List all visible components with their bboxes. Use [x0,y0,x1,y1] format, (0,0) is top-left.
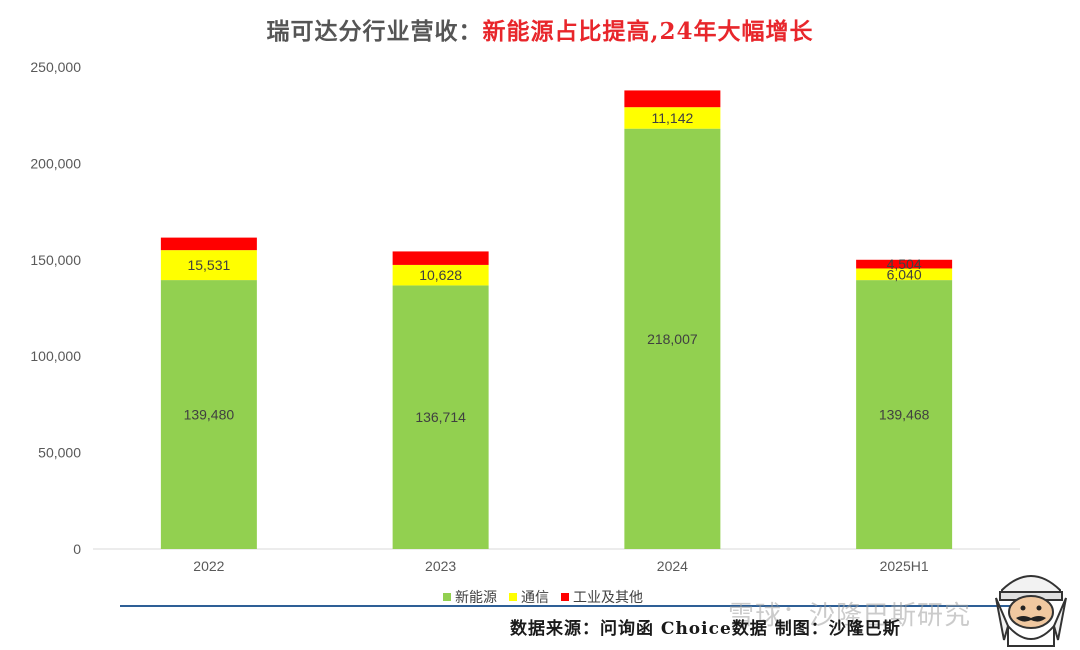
y-tick-label: 50,000 [38,445,81,461]
chart-title-highlight: 新能源占比提高,24年大幅增长 [482,18,814,45]
x-tick-label: 2025H1 [880,558,929,574]
x-tick-label: 2022 [193,558,224,574]
data-label: 10,628 [419,267,462,283]
data-label: 139,480 [184,407,235,423]
bar-segment-industrial [856,259,953,269]
legend-label-industrial: 工业及其他 [573,590,643,606]
bar-segment-telecom [624,107,721,129]
legend-item-industrial: 工业及其他 [561,587,643,607]
legend-item-telecom: 通信 [509,587,549,607]
x-tick-label: 2024 [657,558,688,574]
bar-segment-telecom [160,250,257,281]
data-label: 4,504 [887,256,922,272]
data-label: 139,468 [879,407,930,423]
legend-label-telecom: 通信 [521,590,549,606]
bar-segment-telecom [856,268,953,281]
bar-segment-new-energy [160,280,257,549]
cartoon-man-avatar-icon [995,575,1067,647]
y-tick-label: 250,000 [30,59,81,75]
watermark: 雪球：沙隆巴斯研究 [728,601,972,631]
legend-item-new-energy: 新能源 [443,587,497,607]
bar-segment-industrial [160,237,257,251]
legend-swatch-telecom [509,593,517,601]
chart-title: 瑞可达分行业营收：新能源占比提高,24年大幅增长 [0,12,1080,46]
bar-segment-industrial [392,251,489,265]
bar-segment-new-energy [856,280,953,549]
legend-swatch-industrial [561,593,569,601]
data-source-note: 数据来源：问询函 Choice数据 制图：沙隆巴斯 [510,619,901,639]
bar-segment-industrial [624,90,721,108]
bar-segment-new-energy [392,285,489,549]
legend: 新能源 通信 工业及其他 [443,587,643,607]
stacked-bar-chart: 0 50,000 100,000 150,000 200,000 250,000 139,4… [30,59,1020,574]
bar-segment-telecom [392,264,489,286]
legend-label-new-energy: 新能源 [455,590,497,606]
y-tick-label: 100,000 [30,348,81,364]
data-label: 6,040 [887,266,922,282]
data-label: 15,531 [187,257,230,273]
y-tick-label: 0 [73,541,81,557]
footer-divider [120,605,1020,607]
legend-swatch-new-energy [443,593,451,601]
x-tick-label: 2023 [425,558,456,574]
bar-segment-new-energy [624,128,721,550]
y-tick-label: 200,000 [30,155,81,171]
y-tick-label: 150,000 [30,252,81,268]
chart-title-main: 瑞可达分行业营收： [266,18,483,45]
data-label: 136,714 [415,409,466,425]
data-label: 218,007 [647,331,698,347]
data-label: 11,142 [651,110,693,126]
